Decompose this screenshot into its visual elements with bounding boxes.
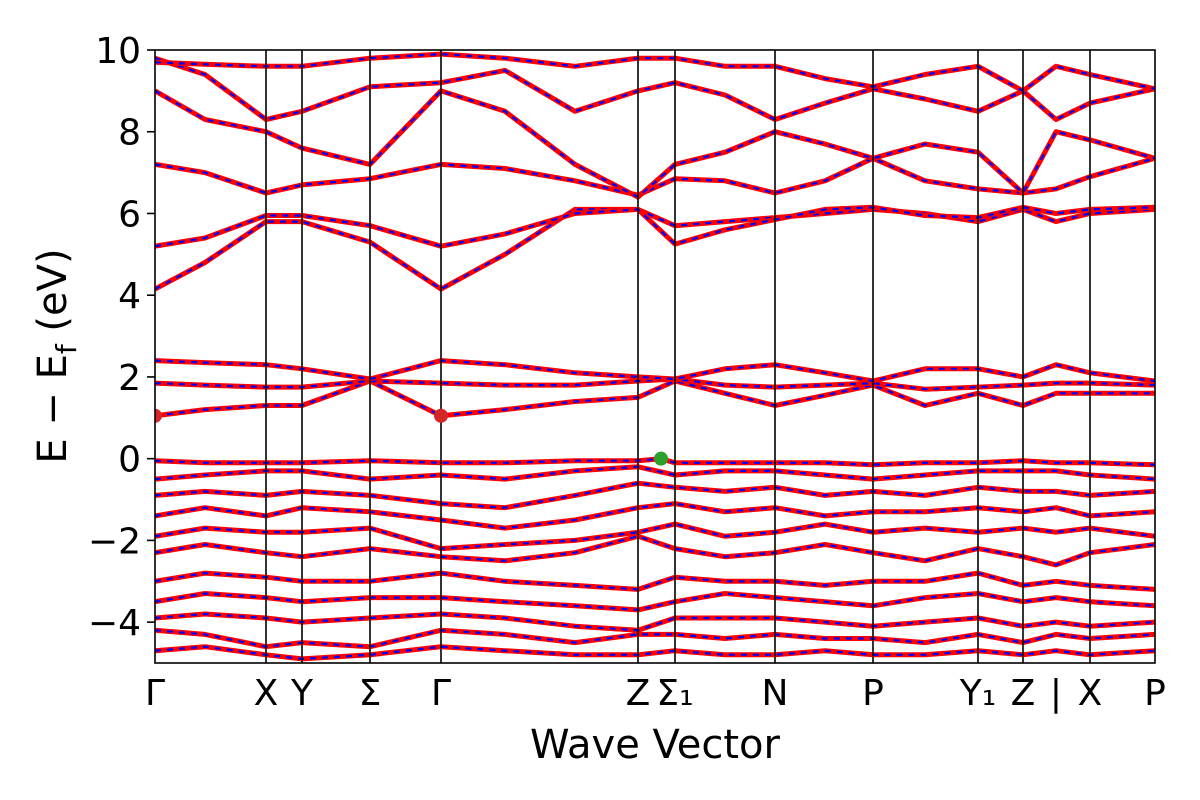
- band-dash-11: [155, 482, 1155, 509]
- band-dash-10: [155, 465, 1155, 481]
- x-tick-label-2: Y: [290, 673, 314, 714]
- plot-frame: [154, 49, 1156, 664]
- x-axis-title: Wave Vector: [530, 722, 781, 768]
- x-axis-ticks: Γ X Y Σ Γ Z Σ₁ N P Y₁ Z | X P: [145, 673, 1166, 714]
- bands-layer: [155, 51, 1155, 662]
- x-tick-label-11: |: [1050, 673, 1062, 714]
- y-tick-label: 4: [118, 276, 141, 317]
- y-tick-label: 10: [95, 31, 141, 72]
- band-dash-15: [155, 571, 1155, 591]
- y-tick-label: 2: [118, 358, 141, 399]
- x-tick-label-7: N: [762, 673, 789, 714]
- x-tick-label-13: P: [1144, 673, 1166, 714]
- y-tick-label: 6: [118, 194, 141, 235]
- band-dash-7: [155, 57, 1155, 121]
- band-dash-1: [155, 377, 1155, 391]
- band-dash-19: [155, 645, 1155, 661]
- x-tick-label-6: Σ₁: [656, 673, 693, 714]
- band-line-14: [155, 533, 1155, 568]
- band-dash-18: [155, 629, 1155, 648]
- x-tick-label-10: Z: [1011, 673, 1036, 714]
- band-dash-6: [155, 89, 1155, 199]
- x-tick-label-3: Σ: [359, 673, 382, 714]
- x-tick-label-12: X: [1078, 673, 1103, 714]
- band-line-3: [155, 206, 1155, 292]
- high-symmetry-lines: [265, 50, 1091, 663]
- band-line-12: [155, 501, 1155, 531]
- x-tick-label-5: Z: [626, 673, 651, 714]
- band-line-16: [155, 591, 1155, 613]
- x-tick-label-8: P: [862, 673, 884, 714]
- y-axis-title: E − Ef (eV): [30, 248, 83, 463]
- band-dash-12: [155, 502, 1155, 530]
- marker-vbm-2: [654, 451, 668, 466]
- band-dash-14: [155, 535, 1155, 567]
- marker-cbm-0: [155, 408, 162, 423]
- y-tick-label: −4: [88, 603, 141, 644]
- band-dash-5: [155, 157, 1155, 197]
- band-dash-16: [155, 592, 1155, 612]
- band-dash-0: [155, 379, 1155, 417]
- band-line-10: [155, 464, 1155, 482]
- y-tick-label: 8: [118, 113, 141, 154]
- band-dash-13: [155, 522, 1155, 550]
- y-tick-label: −2: [88, 521, 141, 562]
- x-tick-label-9: Y₁: [959, 673, 996, 714]
- band-dash-8: [155, 52, 1155, 93]
- band-dash-2: [155, 359, 1155, 383]
- extrema-markers: [155, 408, 668, 466]
- x-tick-label-0: Γ: [145, 673, 165, 714]
- x-tick-label-4: Γ: [431, 673, 451, 714]
- band-dash-17: [155, 612, 1155, 632]
- y-axis-ticks: −4 −2 0 2 4 6 8 10: [88, 31, 155, 644]
- marker-cbm-1: [434, 408, 448, 423]
- band-dash-4: [155, 206, 1155, 248]
- x-tick-label-1: X: [254, 673, 279, 714]
- y-tick-label: 0: [118, 440, 141, 481]
